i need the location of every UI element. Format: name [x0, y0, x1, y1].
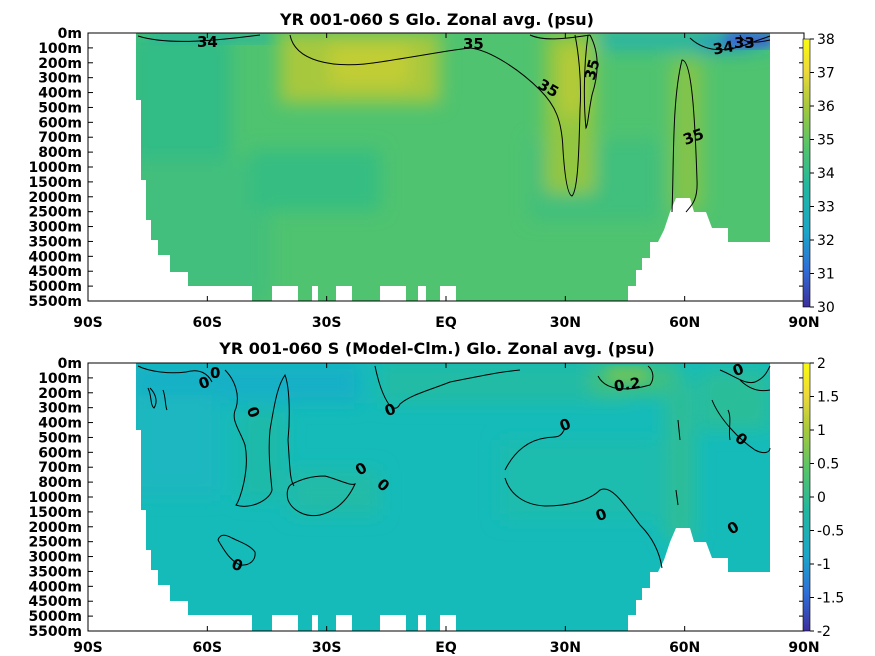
contour-label: 0.2 — [613, 374, 642, 396]
colorbar-tick-label: 36 — [817, 99, 835, 115]
y-tick-label: 600m — [38, 445, 82, 461]
y-tick-label: 700m — [38, 130, 82, 146]
y-tick-label: 0m — [58, 356, 82, 372]
contour-label: 0 — [210, 364, 220, 382]
y-tick-label: 4000m — [28, 579, 82, 595]
y-tick-label: 300m — [38, 401, 82, 417]
y-tick-label: 200m — [38, 386, 82, 402]
colorbar-tick-label: 0 — [817, 490, 826, 506]
colorbar — [802, 362, 811, 632]
x-tick-label: 90N — [788, 640, 819, 656]
y-tick-label: 100m — [38, 41, 82, 57]
colorbar-tick-label: 35 — [817, 133, 835, 149]
land-mask — [88, 363, 804, 631]
y-tick-label: 2000m — [28, 190, 82, 206]
contour-label: 35 — [581, 57, 604, 82]
colorbar-tick-labels: -2 -1.5 -1 -0.5 0 0.5 1 1.5 2 — [810, 356, 844, 640]
x-tick-label: 60N — [669, 640, 700, 656]
colorbar-tick-label: 33 — [817, 200, 835, 216]
y-tick-label: 3000m — [28, 220, 82, 236]
contour-label: 35 — [463, 35, 484, 53]
colorbar-tick-label: 32 — [817, 233, 835, 249]
x-tick-label: 90S — [73, 315, 103, 331]
colorbar-tick-label: 0.5 — [817, 457, 839, 473]
y-tick-label: 600m — [38, 115, 82, 131]
y-tick-label: 0m — [58, 26, 82, 42]
x-tick-label: 30N — [550, 315, 581, 331]
colorbar-tick-label: 30 — [817, 300, 835, 316]
colorbar-tick-label: 31 — [817, 267, 835, 283]
y-tick-labels: 0m100m200m300m400m500m600m700m800m1000m1… — [28, 356, 82, 640]
y-tick-label: 1500m — [28, 175, 82, 191]
y-tick-label: 400m — [38, 416, 82, 432]
y-tick-label: 5500m — [28, 624, 82, 640]
colorbar — [802, 38, 811, 308]
y-tick-label: 1500m — [28, 505, 82, 521]
y-tick-label: 100m — [38, 371, 82, 387]
panel-salinity: YR 001-060 S Glo. Zonal avg. (psu) — [28, 10, 834, 331]
y-tick-label: 2500m — [28, 205, 82, 221]
chart-title: YR 001-060 S Glo. Zonal avg. (psu) — [279, 10, 594, 29]
y-tick-label: 500m — [38, 430, 82, 446]
contour-lines — [137, 365, 771, 569]
x-tick-label: 30S — [312, 315, 342, 331]
y-tick-label: 5000m — [28, 609, 82, 625]
y-tick-label: 3500m — [28, 234, 82, 250]
colorbar-tick-label: 1.5 — [817, 390, 839, 406]
heatmap-field: 34 35 35 35 35 34 33 — [88, 33, 804, 301]
contour-label: 34 — [712, 37, 736, 58]
x-tick-marks — [87, 33, 805, 301]
y-tick-label: 2000m — [28, 520, 82, 536]
y-tick-label: 700m — [38, 460, 82, 476]
colorbar-tick-label: 38 — [817, 32, 835, 48]
y-tick-label: 200m — [38, 56, 82, 72]
colorbar-tick-label: -1.5 — [817, 591, 844, 607]
contour-lines — [137, 34, 771, 213]
y-tick-label: 4500m — [28, 264, 82, 280]
colorbar-tick-label: -0.5 — [817, 524, 844, 540]
colorbar-tick-label: 34 — [817, 166, 835, 182]
y-tick-label: 4000m — [28, 249, 82, 265]
contour-label: 33 — [734, 34, 755, 52]
y-tick-label: 4500m — [28, 594, 82, 610]
contour-label: 34 — [197, 33, 218, 51]
colorbar-tick-label: -1 — [817, 557, 831, 573]
x-tick-label: 90N — [788, 315, 819, 331]
y-tick-label: 400m — [38, 86, 82, 102]
y-tick-label: 500m — [38, 100, 82, 116]
colorbar-tick-label: -2 — [817, 624, 831, 640]
y-tick-label: 800m — [38, 145, 82, 161]
x-tick-label: 30S — [312, 640, 342, 656]
y-tick-label: 1000m — [28, 160, 82, 176]
x-tick-label: EQ — [435, 640, 457, 656]
y-tick-label: 2500m — [28, 535, 82, 551]
x-tick-label: 30N — [550, 640, 581, 656]
chart-title: YR 001-060 S (Model-Clm.) Glo. Zonal avg… — [218, 339, 655, 358]
colorbar-tick-label: 37 — [817, 66, 835, 82]
y-tick-label: 300m — [38, 71, 82, 87]
heatmap-field: 0 0 0 0 0 0 0 0 0.2 0 0 0 0 0 — [88, 360, 804, 631]
colorbar-tick-label: 2 — [817, 356, 826, 372]
y-tick-label: 800m — [38, 475, 82, 491]
panel-salinity-anomaly: YR 001-060 S (Model-Clm.) Glo. Zonal avg… — [28, 339, 844, 656]
x-tick-label: 60S — [193, 640, 223, 656]
y-tick-label: 5500m — [28, 294, 82, 310]
x-tick-label: 90S — [73, 640, 103, 656]
y-tick-label: 3500m — [28, 564, 82, 580]
y-tick-label: 1000m — [28, 490, 82, 506]
colorbar-tick-labels: 30 31 32 33 34 35 36 37 38 — [810, 32, 835, 316]
x-tick-label: 60N — [669, 315, 700, 331]
y-tick-label: 3000m — [28, 550, 82, 566]
contour-label: 0 — [730, 360, 746, 380]
y-tick-labels: 0m100m200m300m400m500m600m700m800m1000m1… — [28, 26, 82, 310]
land-mask — [88, 33, 804, 301]
y-tick-label: 5000m — [28, 279, 82, 295]
x-tick-labels: 90S 60S 30S EQ 30N 60N 90N — [73, 315, 819, 331]
x-tick-labels: 90S 60S 30S EQ 30N 60N 90N — [73, 640, 819, 656]
colorbar-tick-label: 1 — [817, 423, 826, 439]
x-tick-label: EQ — [435, 315, 457, 331]
x-tick-label: 60S — [193, 315, 223, 331]
